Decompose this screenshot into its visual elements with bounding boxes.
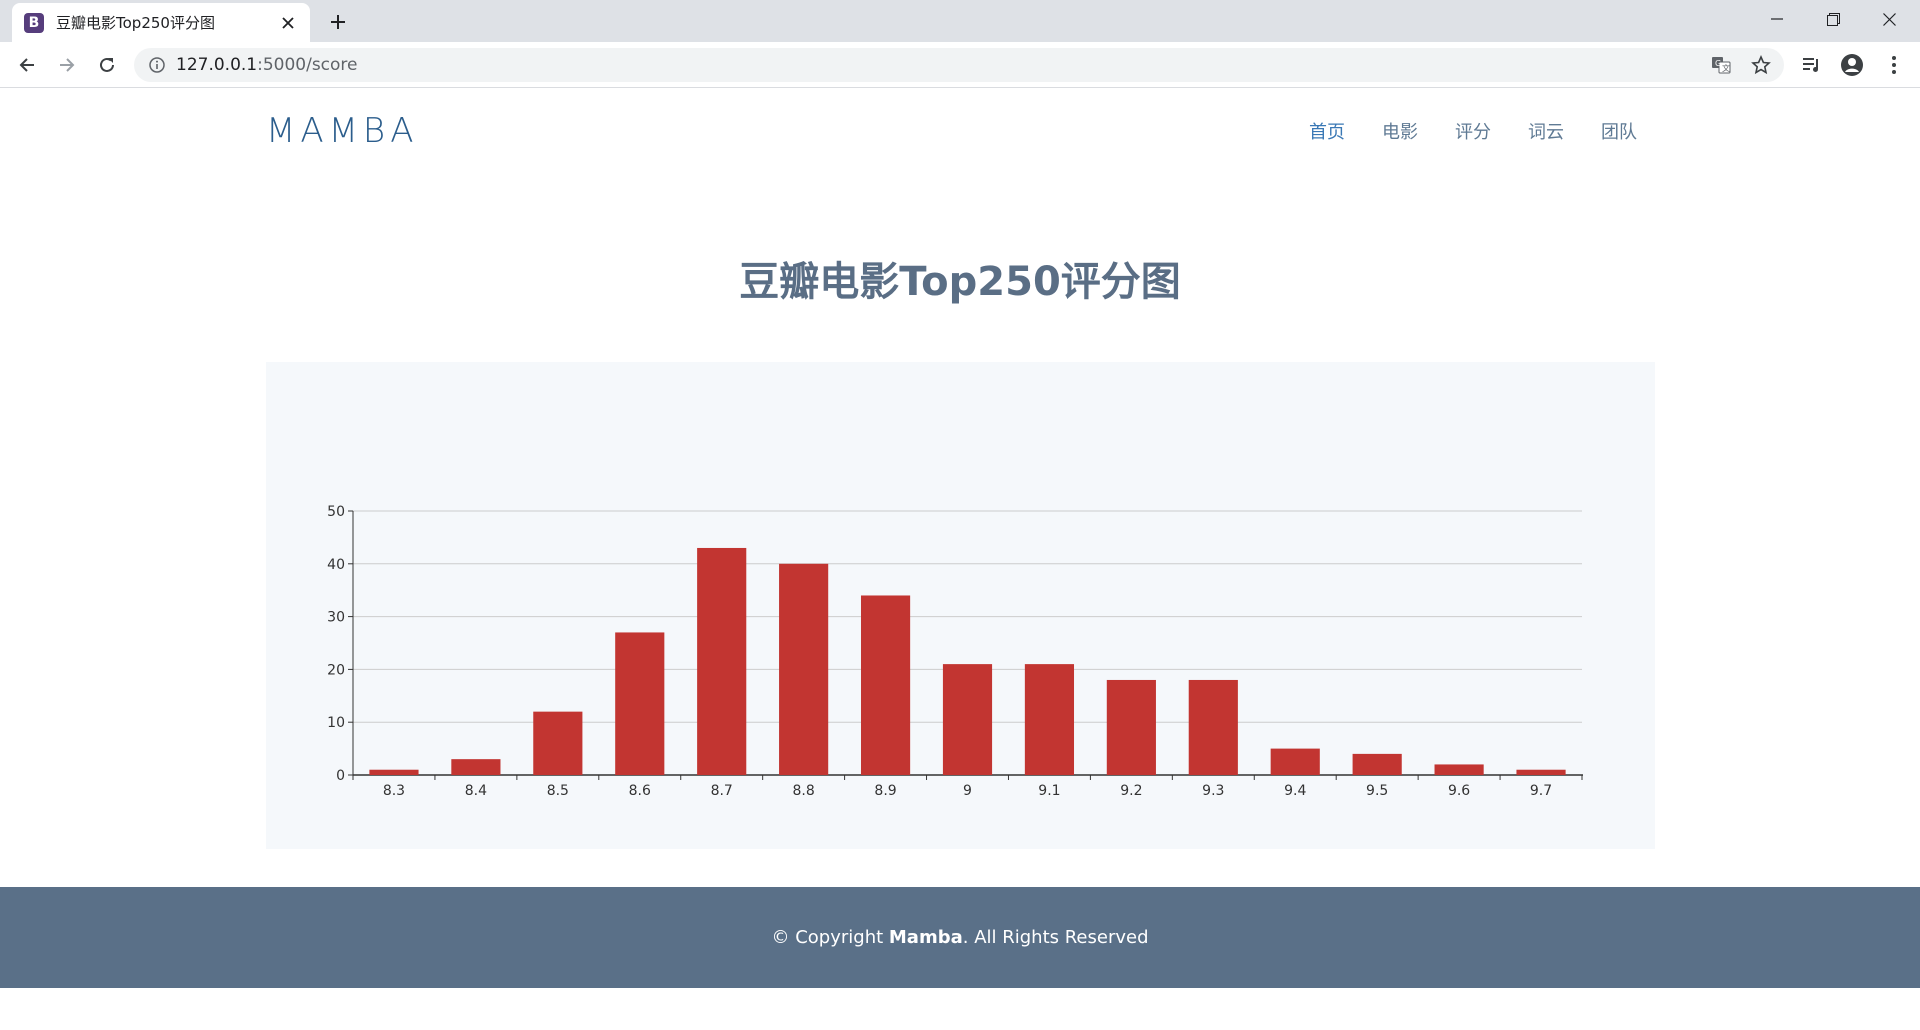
bar: [1106, 679, 1156, 775]
bar: [1352, 753, 1402, 775]
x-tick-label: 9.3: [1202, 783, 1224, 799]
new-tab-icon[interactable]: [326, 10, 350, 34]
x-tick-label: 9.4: [1284, 783, 1306, 799]
reload-icon[interactable]: [91, 49, 123, 81]
back-icon[interactable]: [11, 49, 43, 81]
x-tick-label: 9.6: [1448, 783, 1470, 799]
favicon-icon: B: [24, 12, 44, 33]
x-tick-label: 8.6: [629, 783, 651, 799]
x-tick-label: 9.5: [1366, 783, 1388, 799]
x-tick-label: 8.3: [383, 783, 405, 799]
x-tick-label: 8.8: [793, 783, 815, 799]
footer-suffix: . All Rights Reserved: [962, 927, 1149, 948]
y-tick-label: 20: [327, 662, 345, 678]
x-tick-label: 9.2: [1120, 783, 1142, 799]
footer-prefix: © Copyright: [771, 927, 889, 948]
footer-copyright: © Copyright Mamba. All Rights Reserved: [771, 927, 1148, 948]
x-tick-label: 8.5: [547, 783, 569, 799]
minimize-icon[interactable]: [1754, 5, 1800, 33]
media-icon[interactable]: [1798, 51, 1826, 79]
footer-brand: Mamba: [888, 927, 963, 948]
footer: © Copyright Mamba. All Rights Reserved: [0, 887, 1920, 988]
page-content: MAMBA 首页 电影 评分 词云 团队 豆瓣电影Top250评分图 0 10 20…: [0, 89, 1920, 1030]
tab-title: 豆瓣电影Top250评分图: [56, 14, 215, 32]
x-tick-label: 9: [963, 783, 972, 799]
nav-home[interactable]: 首页: [1309, 122, 1345, 143]
page-title: 豆瓣电影Top250评分图: [739, 259, 1181, 305]
url-path: :5000/score: [257, 55, 358, 75]
bar: [533, 711, 583, 775]
bar: [615, 632, 665, 775]
nav-wordcloud[interactable]: 词云: [1528, 122, 1564, 143]
forward-icon[interactable]: [51, 49, 83, 81]
bar: [1188, 679, 1238, 775]
y-tick-label: 10: [327, 715, 345, 731]
bar: [369, 769, 419, 775]
y-tick-label: 40: [327, 557, 345, 573]
x-tick-label: 8.9: [874, 783, 896, 799]
bar: [697, 547, 747, 775]
svg-text:G: G: [1715, 59, 1721, 68]
bar-chart: 0 10 20 30 40 50 8.3 8.4 8.5 8.6 8.7 8.8 8.9 9 9.1 9.2 9…: [327, 504, 1583, 799]
bar: [860, 595, 911, 775]
y-tick-label: 0: [336, 768, 345, 784]
chart-panel: 0 10 20 30 40 50 8.3 8.4 8.5 8.6 8.7 8.8 8.9 9 9.1 9.2 9…: [266, 362, 1655, 849]
bar: [1434, 764, 1484, 775]
bar: [1516, 769, 1566, 775]
bar: [1024, 664, 1075, 775]
close-tab-icon[interactable]: [278, 13, 298, 33]
x-tick-label: 9.7: [1530, 783, 1552, 799]
brand-logo[interactable]: MAMBA: [266, 111, 419, 151]
bar: [779, 563, 829, 775]
y-tick-label: 30: [327, 610, 345, 626]
nav-team[interactable]: 团队: [1601, 122, 1637, 143]
url-host: 127.0.0.1: [176, 55, 258, 75]
star-icon[interactable]: [1750, 55, 1772, 75]
nav-score[interactable]: 评分: [1455, 122, 1491, 143]
bar: [1270, 748, 1320, 775]
svg-text:文: 文: [1722, 63, 1730, 73]
bar: [942, 664, 993, 775]
x-tick-label: 8.7: [711, 783, 733, 799]
bar: [451, 759, 501, 775]
url-text[interactable]: 127.0.0.1:5000/score: [176, 55, 358, 75]
y-tick-label: 50: [327, 504, 345, 520]
info-icon[interactable]: [148, 56, 166, 74]
profile-icon[interactable]: [1838, 51, 1866, 79]
close-window-icon[interactable]: [1866, 5, 1912, 33]
x-tick-label: 8.4: [465, 783, 487, 799]
browser-tab-strip: B 豆瓣电影Top250评分图: [0, 0, 1920, 42]
restore-icon[interactable]: [1810, 5, 1856, 33]
browser-tab[interactable]: B 豆瓣电影Top250评分图: [12, 3, 310, 42]
x-tick-label: 9.1: [1038, 783, 1060, 799]
menu-icon[interactable]: [1880, 51, 1908, 79]
nav-movies[interactable]: 电影: [1382, 122, 1418, 143]
